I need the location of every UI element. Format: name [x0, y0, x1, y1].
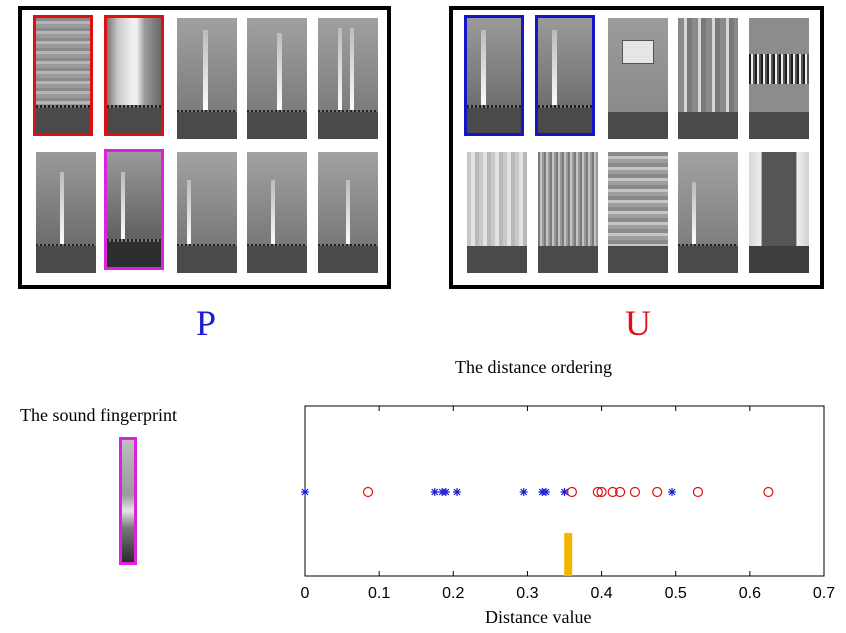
- u-distance-point: [596, 486, 607, 498]
- p-group-label: P: [196, 303, 217, 343]
- x-tick-label: 0.3: [516, 585, 538, 602]
- p-spectrogram-4: [247, 18, 307, 139]
- p-spectrogram-10: [318, 152, 378, 273]
- p-spectrogram-9: [247, 152, 307, 273]
- u-spectrogram-5: [749, 18, 809, 139]
- p-spectrogram-2: [104, 15, 164, 136]
- u-spectrogram-8: [608, 152, 668, 273]
- p-distance-point: [560, 488, 569, 496]
- u-distance-point: [566, 486, 578, 498]
- u-distance-point: [615, 486, 626, 498]
- x-tick-label: 0.4: [590, 585, 612, 602]
- chart-title: The distance ordering: [455, 357, 612, 377]
- u-group-label: U: [625, 303, 651, 343]
- p-spectrogram-3: [177, 18, 237, 139]
- p-distance-point: [519, 488, 528, 496]
- p-distance-point: [438, 488, 447, 496]
- u-distance-point: [592, 486, 603, 498]
- x-tick-label: 0.6: [739, 585, 761, 602]
- p-distance-point: [668, 488, 677, 496]
- p-distance-point: [301, 488, 309, 496]
- p-spectrogram-7: [104, 149, 164, 270]
- x-tick-label: 0: [301, 585, 310, 602]
- p-distance-point: [541, 488, 550, 496]
- threshold-bar: [564, 533, 573, 576]
- fingerprint-image: [119, 437, 137, 565]
- u-distance-point: [692, 486, 704, 498]
- u-spectrogram-4: [678, 18, 738, 139]
- p-spectrogram-6: [36, 152, 96, 273]
- p-spectrogram-1: [33, 15, 93, 136]
- p-spectrogram-5: [318, 18, 378, 139]
- u-spectrogram-3: [608, 18, 668, 139]
- x-tick-label: 0.1: [368, 585, 390, 602]
- u-distance-point: [652, 486, 663, 498]
- p-spectrogram-8: [177, 152, 237, 273]
- p-distance-point: [452, 488, 461, 496]
- fingerprint-title: The sound fingerprint: [20, 405, 177, 425]
- u-spectrogram-1: [464, 15, 524, 136]
- p-distance-point: [441, 488, 450, 496]
- u-spectrogram-6: [467, 152, 527, 273]
- x-tick-label: 0.5: [665, 585, 687, 602]
- x-tick-label: 0.2: [442, 585, 464, 602]
- p-group-panel: [18, 6, 391, 289]
- u-spectrogram-9: [678, 152, 738, 273]
- u-spectrogram-10: [749, 152, 809, 273]
- plot-frame: [304, 405, 825, 577]
- u-distance-point: [629, 486, 641, 498]
- p-distance-point: [538, 488, 547, 496]
- u-group-panel: [449, 6, 824, 289]
- x-tick-label: 0.7: [813, 585, 835, 602]
- u-distance-point: [362, 486, 374, 498]
- p-distance-point: [430, 488, 439, 496]
- u-spectrogram-2: [535, 15, 595, 136]
- u-distance-point: [763, 486, 774, 498]
- u-spectrogram-7: [538, 152, 598, 273]
- x-axis-label: Distance value: [485, 607, 592, 627]
- u-distance-point: [607, 486, 618, 498]
